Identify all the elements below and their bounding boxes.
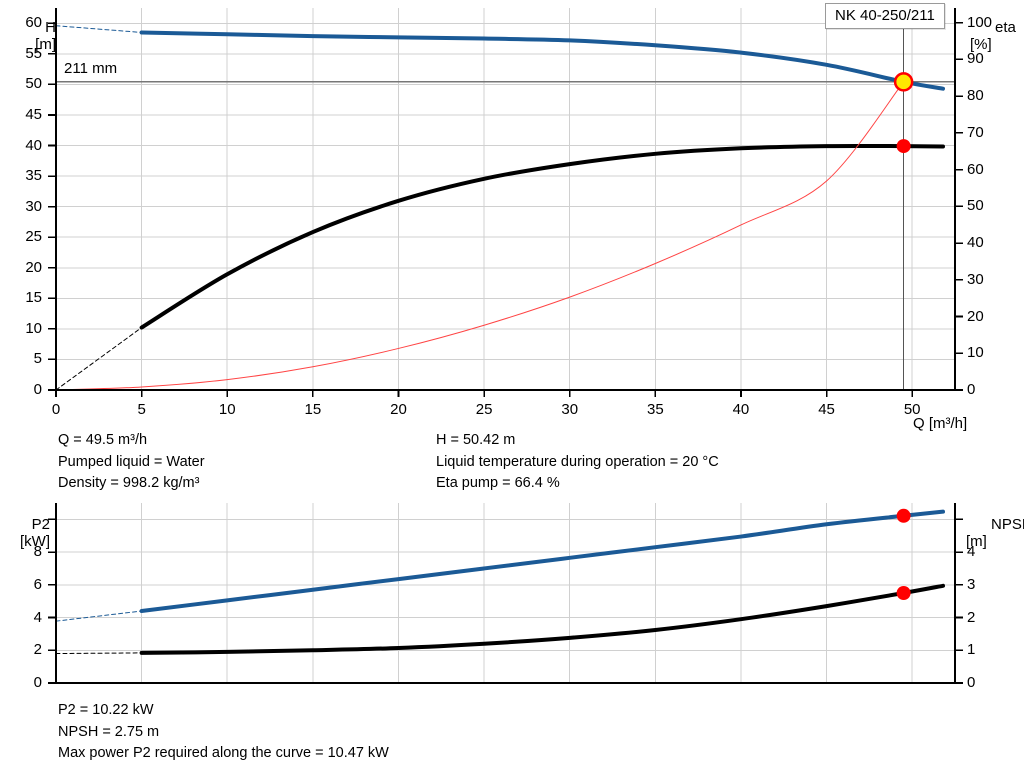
axis-tick-label: 2 [967, 608, 976, 626]
impeller-diameter-label: 211 mm [64, 60, 118, 77]
axis-tick-label: 30 [561, 401, 579, 418]
axis-tick-label: 5 [137, 401, 146, 418]
bottom-right-axis-title: NPSH [m] [966, 516, 1024, 550]
curve [55, 652, 143, 655]
axis-tick-label: 35 [646, 401, 664, 418]
duty-point-power [896, 508, 911, 523]
power-npsh-plot [48, 503, 963, 684]
duty-info-line: Liquid temperature during operation = 20… [436, 453, 719, 470]
top-x-axis-title: Q [m³/h] [913, 415, 968, 432]
axis-tick-label: 55 [25, 44, 42, 62]
axis-tick-label: 10 [967, 344, 984, 362]
curve [139, 509, 946, 613]
power-info-line: P2 = 10.22 kW [58, 702, 154, 718]
axis-tick-label: 8 [33, 543, 42, 561]
top-right-axis-title: eta [%] [970, 19, 1016, 53]
axis-tick-label: 20 [390, 401, 407, 418]
curve [139, 30, 946, 91]
duty-point-efficiency [896, 139, 911, 154]
axis-tick-label: 60 [967, 160, 984, 178]
axis-tick-label: 15 [25, 289, 42, 307]
axis-tick-label: 50 [25, 75, 42, 93]
axis-tick-label: 0 [33, 674, 42, 691]
axis-tick-label: 10 [218, 401, 236, 418]
axis-tick-label: 30 [967, 270, 984, 288]
axis-tick-label: 70 [967, 123, 984, 141]
curve [55, 25, 143, 33]
pump-model-label: NK 40-250/211 [825, 3, 945, 29]
power-info-block: P2 = 10.22 kW NPSH = 2.75 m Max power P2… [58, 700, 389, 765]
axis-tick-label: 45 [25, 105, 42, 123]
axis-tick-label: 10 [25, 319, 42, 337]
curve [55, 81, 905, 391]
curve [139, 583, 946, 655]
axis-tick-label: 25 [25, 228, 42, 246]
axis-tick-label: 0 [967, 674, 976, 691]
axis-tick-label: 5 [33, 350, 42, 368]
duty-point-head [893, 72, 914, 92]
axis-tick-label: 35 [25, 167, 42, 185]
power-info-line: NPSH = 2.75 m [58, 723, 160, 740]
bottom-left-axis-title: P2 [kW] [20, 516, 50, 550]
axis-tick-label: 60 [25, 14, 42, 32]
axis-tick-label: 0 [33, 381, 42, 398]
axis-tick-label: 4 [967, 543, 976, 561]
axis-tick-label: 15 [304, 401, 322, 418]
axis-tick-label: 20 [25, 258, 42, 276]
duty-info-line: Eta pump = 66.4 % [436, 475, 560, 491]
axis-tick-label: 100 [967, 13, 993, 31]
axis-tick-label: 90 [967, 50, 984, 68]
head-efficiency-chart: H [m] eta [%] Q [m³/h] 211 mm NK 40-250/… [25, 3, 1016, 432]
duty-info-line: H = 50.42 m [436, 432, 516, 448]
axis-tick-label: 6 [33, 575, 42, 593]
axis-tick-label: 40 [25, 136, 42, 154]
axis-tick-label: 0 [967, 381, 976, 398]
axis-tick-label: 25 [475, 401, 493, 418]
curve [55, 327, 143, 391]
axis-tick-label: 30 [25, 197, 42, 215]
curve [55, 610, 143, 622]
axis-tick-label: 20 [967, 307, 984, 325]
axis-tick-label: 40 [967, 234, 984, 252]
duty-info-line: Q = 49.5 m³/h [58, 432, 148, 448]
duty-point-npsh [896, 586, 911, 600]
axis-tick-label: 80 [967, 87, 984, 105]
axis-tick-label: 45 [818, 401, 835, 418]
axis-tick-label: 50 [967, 197, 984, 215]
axis-tick-label: 50 [903, 401, 921, 418]
axis-tick-label: 0 [51, 401, 61, 418]
duty-info-right: H = 50.42 m Liquid temperature during op… [436, 430, 719, 495]
axis-tick-label: 3 [967, 575, 976, 593]
axis-tick-label: 1 [967, 641, 976, 659]
axis-tick-label: 2 [33, 641, 42, 659]
power-npsh-chart: P2 [kW] NPSH [m] 0 2 4 6 8 0 1 2 3 4 [0, 495, 1024, 695]
axis-tick-label: 40 [732, 401, 750, 418]
duty-info-line: Pumped liquid = Water [58, 453, 205, 470]
head-efficiency-plot [48, 8, 963, 397]
top-left-axis-title: H [m] [35, 19, 56, 53]
power-info-line: Max power P2 required along the curve = … [58, 745, 389, 761]
duty-info-left: Q = 49.5 m³/h Pumped liquid = Water Dens… [58, 430, 205, 495]
duty-info-line: Density = 998.2 kg/m³ [58, 475, 200, 491]
curve [139, 143, 946, 330]
axis-tick-label: 4 [33, 608, 42, 626]
